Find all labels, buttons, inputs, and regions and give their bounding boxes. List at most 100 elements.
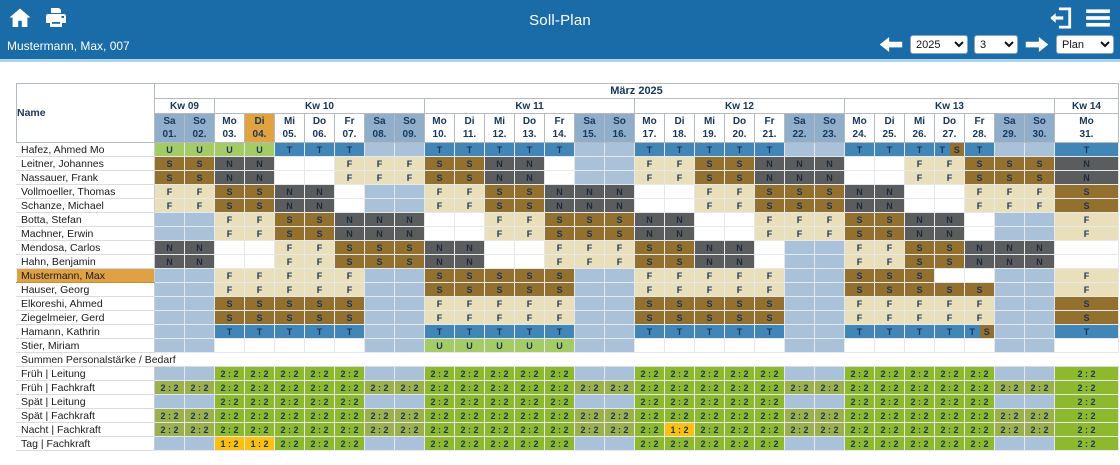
shift-cell-day-4[interactable] [244,338,275,353]
shift-cell-day-7[interactable]: S [334,240,365,255]
shift-cell-day-27[interactable] [934,198,965,213]
shift-cell-day-18[interactable]: S [664,240,695,255]
shift-cell-day-5[interactable]: N [274,184,305,199]
shift-cell-day-30[interactable] [1024,296,1055,311]
shift-cell-day-19[interactable]: F [694,184,725,199]
shift-cell-day-20[interactable]: F [724,282,755,297]
shift-cell-day-21[interactable]: S [754,310,785,325]
shift-cell-day-2[interactable] [184,282,215,297]
shift-cell-day-16[interactable] [604,324,635,339]
shift-cell-day-19[interactable]: F [694,282,725,297]
shift-cell-day-20[interactable]: N [724,240,755,255]
shift-cell-day-29[interactable]: S [994,170,1025,185]
shift-cell-day-27[interactable]: S [934,254,965,269]
employee-name-cell[interactable]: Machner, Erwin [16,226,155,241]
shift-cell-day-11[interactable]: F [454,296,485,311]
shift-cell-day-24[interactable]: N [844,198,875,213]
shift-cell-day-26[interactable] [904,184,935,199]
shift-cell-day-8[interactable] [364,324,395,339]
shift-cell-day-7[interactable]: N [334,212,365,227]
employee-name-cell[interactable]: Stier, Miriam [16,338,155,353]
shift-cell-day-16[interactable] [604,268,635,283]
shift-cell-day-12[interactable] [484,240,515,255]
employee-name-cell[interactable]: Mendosa, Carlos [16,240,155,255]
shift-cell-day-30[interactable] [1024,268,1055,283]
shift-cell-day-20[interactable]: F [724,198,755,213]
shift-cell-day-22[interactable] [784,282,815,297]
shift-cell-day-23[interactable]: N [814,156,845,171]
shift-cell-day-12[interactable] [484,254,515,269]
shift-cell-day-15[interactable] [574,170,605,185]
shift-cell-day-27[interactable]: F [934,170,965,185]
shift-cell-day-2[interactable] [184,212,215,227]
shift-cell-day-18[interactable]: S [664,254,695,269]
shift-cell-day-4[interactable]: F [244,212,275,227]
shift-cell-day-24[interactable]: F [844,240,875,255]
shift-cell-day-26[interactable]: T [904,324,935,339]
shift-cell-day-13[interactable]: F [514,296,545,311]
shift-cell-day-3[interactable]: S [214,296,245,311]
shift-cell-day-1[interactable]: N [154,254,185,269]
shift-cell-day-7[interactable] [334,184,365,199]
shift-cell-day-26[interactable]: S [904,282,935,297]
shift-cell-day-17[interactable]: N [634,226,665,241]
shift-cell-day-14[interactable]: U [544,338,575,353]
shift-cell-day-31[interactable]: S [1054,310,1119,325]
shift-cell-day-3[interactable]: F [214,226,245,241]
shift-cell-day-12[interactable]: T [484,142,515,157]
shift-cell-day-28[interactable]: F [964,184,995,199]
shift-cell-day-26[interactable]: N [904,212,935,227]
shift-cell-day-11[interactable]: N [454,240,485,255]
shift-cell-day-3[interactable] [214,338,245,353]
shift-cell-day-9[interactable] [394,198,425,213]
shift-cell-day-21[interactable]: T [754,142,785,157]
shift-cell-day-10[interactable]: F [424,296,455,311]
shift-cell-day-9[interactable] [394,184,425,199]
logout-icon[interactable] [1046,4,1074,32]
shift-cell-day-21[interactable]: F [754,268,785,283]
shift-cell-day-15[interactable] [574,156,605,171]
shift-cell-day-2[interactable] [184,296,215,311]
shift-cell-day-6[interactable]: T [304,324,335,339]
shift-cell-day-17[interactable]: F [634,282,665,297]
shift-cell-day-18[interactable] [664,338,695,353]
shift-cell-day-9[interactable]: S [394,254,425,269]
shift-cell-day-28[interactable]: F [964,310,995,325]
shift-cell-day-21[interactable]: N [754,170,785,185]
shift-cell-day-28[interactable]: T [964,142,995,157]
shift-cell-day-11[interactable]: F [454,184,485,199]
shift-cell-day-5[interactable]: F [274,240,305,255]
shift-cell-day-26[interactable]: F [904,170,935,185]
shift-cell-day-24[interactable]: S [844,268,875,283]
shift-cell-day-5[interactable]: F [274,282,305,297]
shift-cell-day-29[interactable] [994,324,1025,339]
shift-cell-day-9[interactable] [394,310,425,325]
shift-cell-day-6[interactable]: T [304,142,335,157]
shift-cell-day-26[interactable] [904,198,935,213]
shift-cell-day-26[interactable]: S [904,268,935,283]
shift-cell-day-6[interactable]: F [304,240,335,255]
shift-cell-day-24[interactable]: T [844,142,875,157]
shift-cell-day-8[interactable] [364,268,395,283]
shift-cell-day-4[interactable]: S [244,184,275,199]
shift-cell-day-6[interactable] [304,338,335,353]
shift-cell-day-6[interactable]: S [304,310,335,325]
shift-cell-day-17[interactable] [634,184,665,199]
shift-cell-day-19[interactable]: N [694,240,725,255]
shift-cell-day-22[interactable]: F [784,212,815,227]
shift-cell-day-27[interactable]: F [934,156,965,171]
shift-cell-day-15[interactable] [574,310,605,325]
shift-cell-day-11[interactable]: S [454,282,485,297]
employee-name-cell[interactable]: Elkoreshi, Ahmed [16,296,155,311]
shift-cell-day-8[interactable] [364,296,395,311]
shift-cell-day-30[interactable] [1024,324,1055,339]
shift-cell-day-24[interactable] [844,170,875,185]
shift-cell-day-31[interactable] [1054,254,1119,269]
shift-cell-day-5[interactable]: F [274,254,305,269]
shift-cell-day-27[interactable]: S [934,240,965,255]
shift-cell-day-31[interactable]: N [1054,156,1119,171]
shift-cell-day-18[interactable]: N [664,212,695,227]
shift-cell-day-12[interactable]: N [484,156,515,171]
shift-cell-day-10[interactable]: N [424,254,455,269]
shift-cell-day-4[interactable]: N [244,156,275,171]
